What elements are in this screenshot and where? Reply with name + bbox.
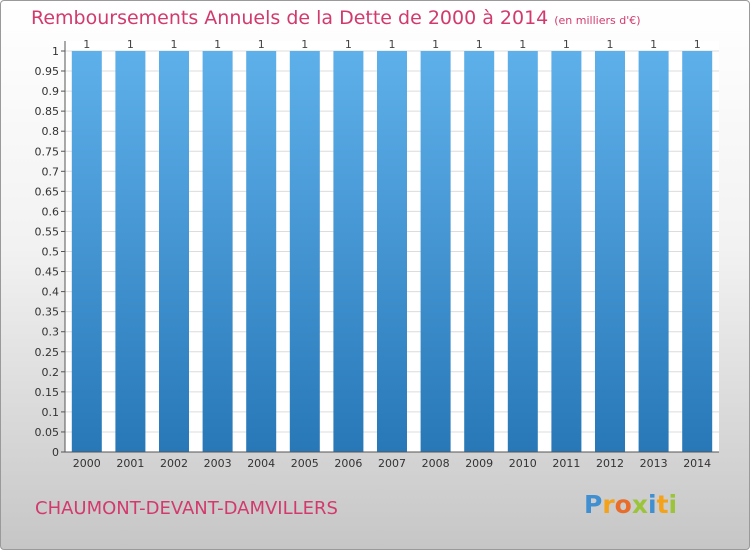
y-tick-label: 0.55	[35, 225, 60, 238]
bar	[71, 51, 102, 452]
data-label: 1	[476, 38, 483, 51]
x-tick-label: 2008	[422, 457, 450, 470]
x-tick-label: 2011	[552, 457, 580, 470]
x-tick-label: 2000	[73, 457, 101, 470]
y-tick-label: 0.7	[42, 165, 60, 178]
bar	[246, 51, 277, 452]
y-tick-label: 0.8	[42, 125, 60, 138]
y-tick-label: 0.5	[42, 246, 60, 259]
x-tick-label: 2001	[116, 457, 144, 470]
x-tick-label: 2013	[640, 457, 668, 470]
logo-letter: i	[668, 490, 678, 519]
y-tick-label: 0	[52, 446, 59, 459]
data-label: 1	[301, 38, 308, 51]
y-tick-label: 0.95	[35, 65, 60, 78]
bar	[115, 51, 146, 452]
y-tick-label: 0.3	[42, 326, 60, 339]
y-tick-label: 0.65	[35, 185, 60, 198]
logo-letter: r	[602, 490, 615, 519]
bar	[289, 51, 320, 452]
x-tick-label: 2002	[160, 457, 188, 470]
y-tick-label: 0.05	[35, 426, 60, 439]
x-tick-label: 2005	[291, 457, 319, 470]
data-label: 1	[563, 38, 570, 51]
bars	[71, 51, 713, 452]
y-tick-label: 0.4	[42, 286, 60, 299]
data-label: 1	[519, 38, 526, 51]
y-tick-label: 0.75	[35, 145, 60, 158]
x-tick-label: 2012	[596, 457, 624, 470]
x-tick-labels: 2000 2001 2002 2003 2004 2005 2006 2007 2008 2009…	[73, 457, 711, 470]
bar	[595, 51, 625, 452]
y-tick-label: 0.25	[35, 346, 60, 359]
x-tick-label: 2014	[683, 457, 711, 470]
y-tick-label: 0.85	[35, 105, 60, 118]
logo-letter: o	[614, 490, 632, 519]
data-label: 1	[607, 38, 614, 51]
y-tick-label: 0.9	[42, 85, 60, 98]
y-tick-label: 0.45	[35, 266, 60, 279]
y-tick-label: 0.35	[35, 306, 60, 319]
logo-letter: t	[656, 490, 669, 519]
logo-letter: P	[584, 490, 603, 519]
logo-letter: x	[631, 490, 648, 519]
proxiti-logo: Proxiti	[584, 490, 677, 519]
data-label: 1	[83, 38, 90, 51]
data-label: 1	[389, 38, 396, 51]
bar	[159, 51, 189, 452]
bar	[333, 51, 364, 452]
y-tick-label: 0.1	[42, 406, 60, 419]
y-tick-label: 0.2	[42, 366, 60, 379]
x-tick-label: 2010	[509, 457, 537, 470]
data-label: 1	[127, 38, 134, 51]
data-label: 1	[171, 38, 178, 51]
data-labels: 1 1 1 1 1 1 1 1 1 1 1 1 1 1 1	[83, 38, 700, 51]
data-label: 1	[694, 38, 701, 51]
chart-unit: (en milliers d'€)	[554, 14, 641, 27]
x-tick-label: 2003	[204, 457, 232, 470]
data-label: 1	[258, 38, 265, 51]
y-tick-label: 0.6	[42, 205, 60, 218]
logo-letter: i	[648, 490, 657, 519]
data-label: 1	[345, 38, 352, 51]
x-tick-label: 2009	[465, 457, 493, 470]
data-label: 1	[214, 38, 221, 51]
y-tick-label: 1	[52, 45, 59, 58]
bar	[377, 51, 407, 452]
bar	[202, 51, 233, 452]
commune-name: CHAUMONT-DEVANT-DAMVILLERS	[35, 498, 338, 519]
x-tick-label: 2007	[378, 457, 406, 470]
bar	[420, 51, 451, 452]
y-tick-labels: 0 0.05 0.1 0.15 0.2 0.25 0.3 0.35 0.4 0.45 0.5 0.55…	[35, 45, 60, 459]
bar	[638, 51, 669, 452]
data-label: 1	[650, 38, 657, 51]
x-tick-label: 2004	[247, 457, 275, 470]
bar	[682, 51, 713, 452]
x-tick-label: 2006	[334, 457, 362, 470]
bar	[507, 51, 538, 452]
data-label: 1	[432, 38, 439, 51]
chart-title-block: Remboursements Annuels de la Dette de 20…	[31, 7, 641, 29]
bar	[551, 51, 582, 452]
bar	[464, 51, 495, 452]
chart-title: Remboursements Annuels de la Dette de 20…	[31, 7, 549, 29]
y-tick-label: 0.15	[35, 386, 60, 399]
